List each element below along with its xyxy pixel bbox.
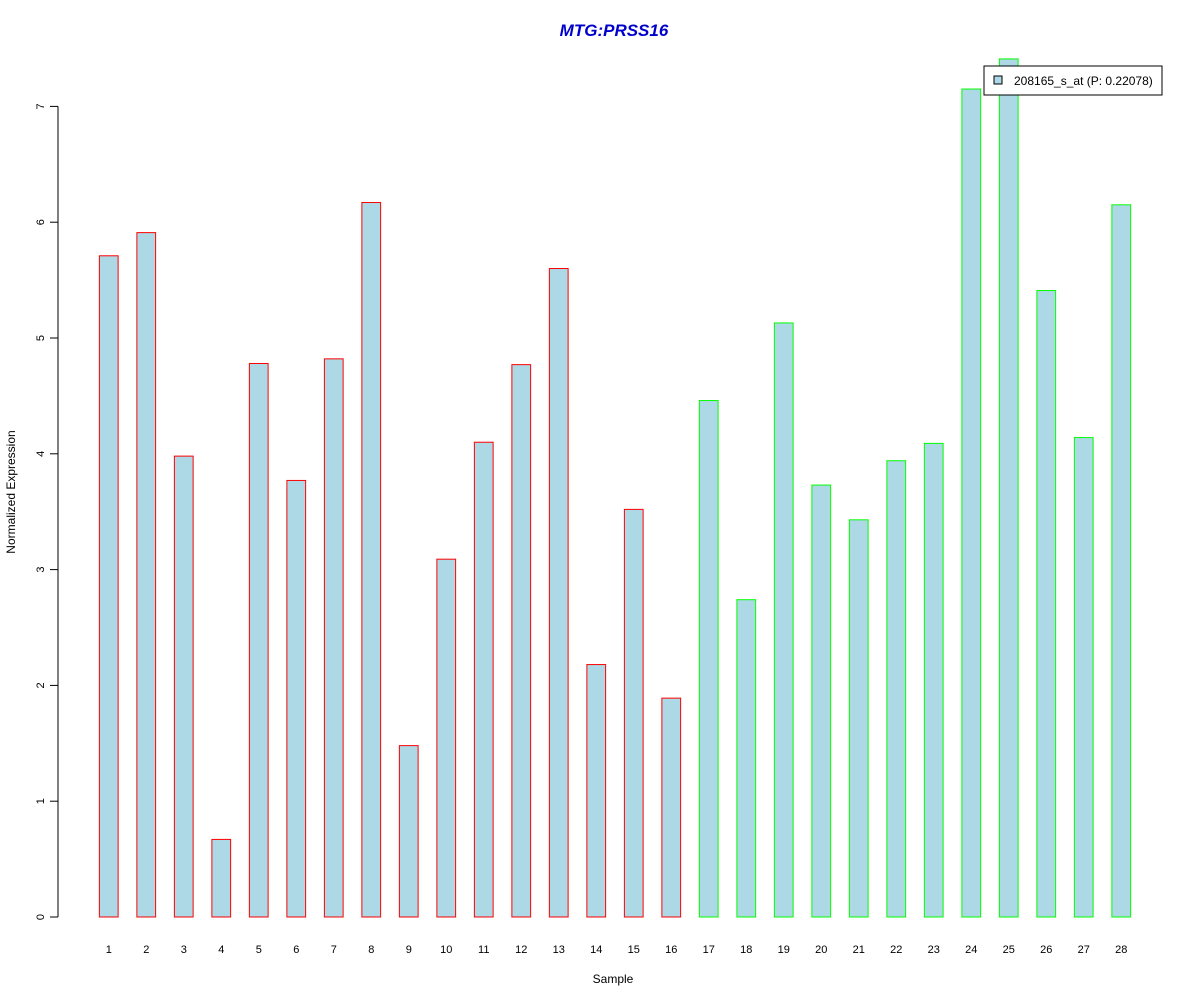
y-tick-label: 1	[35, 798, 47, 804]
bar	[586, 664, 607, 918]
legend-box	[983, 65, 1163, 96]
x-tick-label: 6	[293, 944, 299, 956]
x-tick-label: 3	[181, 944, 187, 956]
y-tick-label: 0	[35, 914, 47, 920]
bars	[98, 58, 1132, 918]
x-tick-label: 27	[1078, 944, 1090, 956]
bar	[361, 202, 382, 918]
y-axis: 0 1 2 3 4 5 6 7	[35, 103, 59, 920]
bar	[548, 268, 569, 918]
x-tick-label: 24	[965, 944, 977, 956]
bar	[511, 364, 532, 918]
bar	[848, 519, 869, 918]
legend-swatch	[993, 75, 1003, 85]
x-axis-title: Sample	[593, 972, 634, 986]
bar	[661, 697, 682, 918]
chart-title: MTG:PRSS16	[560, 21, 669, 40]
legend-label: 208165_s_at (P: 0.22078)	[1014, 74, 1153, 88]
bar	[736, 599, 757, 918]
x-tick-label: 17	[703, 944, 715, 956]
x-tick-label: 23	[928, 944, 940, 956]
bar	[98, 255, 119, 918]
bar	[698, 400, 719, 918]
x-tick-label: 18	[740, 944, 752, 956]
x-tick-label: 21	[853, 944, 865, 956]
x-tick-label: 9	[406, 944, 412, 956]
x-tick-label: 14	[590, 944, 602, 956]
x-tick-label: 8	[368, 944, 374, 956]
legend: 208165_s_at (P: 0.22078)	[983, 65, 1163, 96]
bar	[1036, 290, 1057, 918]
bar	[773, 322, 794, 918]
bar	[1073, 437, 1094, 918]
x-tick-label: 1	[106, 944, 112, 956]
x-tick-label: 28	[1115, 944, 1127, 956]
y-tick-label: 4	[35, 451, 47, 457]
bar	[1111, 204, 1132, 918]
bar	[623, 508, 644, 918]
bar	[923, 442, 944, 918]
bar	[436, 558, 457, 918]
bar	[886, 460, 907, 918]
x-tick-label: 2	[143, 944, 149, 956]
bar	[473, 441, 494, 918]
x-tick-label: 5	[256, 944, 262, 956]
y-tick-label: 6	[35, 219, 47, 225]
x-tick-label: 13	[553, 944, 565, 956]
bar	[136, 232, 157, 918]
x-tick-label: 25	[1003, 944, 1015, 956]
y-tick-label: 7	[35, 103, 47, 109]
bar	[286, 479, 307, 918]
x-tick-label: 16	[665, 944, 677, 956]
x-tick-label: 20	[815, 944, 827, 956]
bar	[211, 838, 232, 918]
bar	[248, 362, 269, 918]
bar	[173, 455, 194, 918]
x-tick-label: 15	[628, 944, 640, 956]
y-tick-label: 2	[35, 682, 47, 688]
bar	[811, 484, 832, 918]
bar	[998, 58, 1019, 918]
x-tick-label: 10	[440, 944, 452, 956]
bar	[961, 88, 982, 918]
y-axis-title: Normalized Expression	[4, 430, 18, 553]
y-tick-label: 3	[35, 567, 47, 573]
x-tick-label: 26	[1040, 944, 1052, 956]
x-tick-label: 11	[478, 944, 489, 956]
x-tick-label: 7	[331, 944, 337, 956]
x-tick-label: 19	[778, 944, 790, 956]
bar	[323, 358, 344, 918]
x-tick-label: 4	[218, 944, 224, 956]
x-axis-labels: 1 2 3 4 5 6 7 8 9 10 11 12 13 14 15 16 17 18 19 20 21 22 23 24 2…	[106, 944, 1128, 956]
y-tick-label: 5	[35, 335, 47, 341]
x-tick-label: 22	[890, 944, 902, 956]
bar	[398, 745, 419, 918]
x-tick-label: 12	[515, 944, 527, 956]
